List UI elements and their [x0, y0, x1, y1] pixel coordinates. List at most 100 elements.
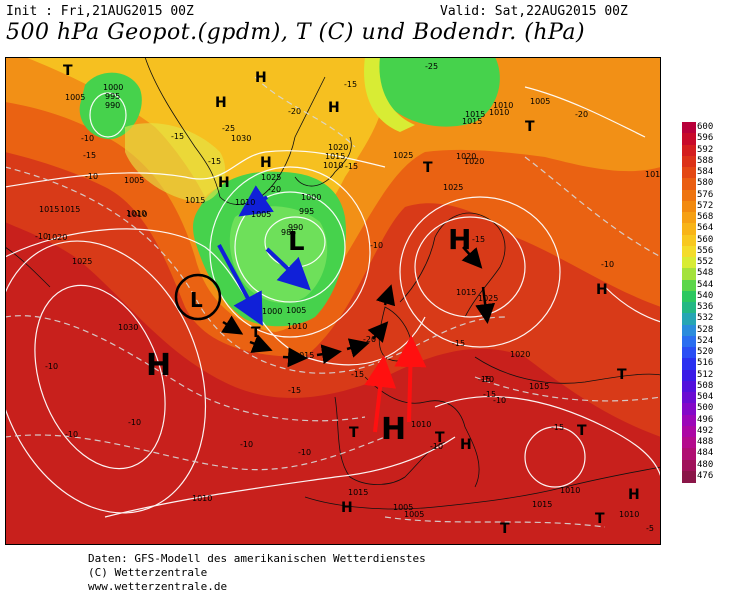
svg-text:-10: -10	[481, 375, 494, 384]
svg-text:1005: 1005	[404, 510, 424, 519]
scale-label: 576	[697, 189, 714, 200]
scale-label: 480	[697, 459, 714, 470]
svg-text:1000: 1000	[301, 193, 321, 202]
svg-text:1005: 1005	[393, 503, 413, 512]
svg-text:1010: 1010	[493, 101, 513, 110]
svg-text:1000: 1000	[262, 307, 282, 316]
scale-swatch	[682, 122, 696, 134]
init-time: Init : Fri,21AUG2015 00Z	[6, 4, 194, 19]
svg-text:H: H	[341, 500, 353, 516]
scale-swatch	[682, 290, 696, 303]
footer-source: Daten: GFS-Modell des amerikanischen Wet…	[88, 552, 426, 565]
svg-text:1025: 1025	[393, 151, 413, 160]
coastlines	[5, 57, 661, 510]
svg-text:1020: 1020	[328, 143, 348, 152]
svg-text:1020: 1020	[47, 233, 67, 242]
scale-label: 508	[697, 380, 714, 391]
pressure-labels: 1005 1000 995 990 1030 1025 1020 1015 10…	[39, 83, 661, 519]
svg-text:1025: 1025	[443, 183, 463, 192]
svg-text:1010: 1010	[560, 486, 580, 495]
scale-label: 572	[697, 200, 714, 211]
svg-text:-10: -10	[128, 418, 141, 427]
svg-text:-25: -25	[425, 62, 438, 71]
svg-text:-10: -10	[85, 172, 98, 181]
nw-low-green	[79, 72, 142, 140]
scale-swatch	[682, 223, 696, 235]
svg-text:1030: 1030	[118, 323, 138, 332]
svg-text:-20: -20	[268, 185, 281, 194]
scale-label: 528	[697, 324, 714, 335]
svg-text:T: T	[595, 511, 605, 527]
valid-time: Valid: Sat,22AUG2015 00Z	[440, 4, 628, 19]
scale-label: 516	[697, 358, 714, 369]
scale-label: 484	[697, 448, 714, 459]
scale-label: 580	[697, 178, 714, 189]
svg-text:1020: 1020	[456, 152, 476, 161]
scale-label: 552	[697, 257, 714, 267]
scale-swatch	[682, 144, 696, 157]
svg-text:-15: -15	[208, 157, 221, 166]
scale-swatch	[682, 347, 696, 359]
scale-swatch	[682, 437, 696, 449]
svg-text:985: 985	[281, 228, 296, 237]
scale-label: 540	[697, 290, 714, 301]
low-marker: L	[288, 227, 305, 257]
svg-text:990: 990	[105, 101, 120, 110]
scale-swatch	[682, 470, 696, 483]
scale-swatch	[682, 302, 696, 314]
svg-text:-15: -15	[551, 423, 564, 432]
scale-swatch	[682, 459, 696, 472]
big-markers: H H H L L	[146, 223, 471, 447]
svg-text:1015: 1015	[529, 382, 549, 391]
scale-label: 520	[697, 347, 714, 357]
scale-label: 496	[697, 414, 714, 425]
map-frame	[5, 57, 661, 545]
svg-text:-10: -10	[370, 241, 383, 250]
svg-text:1010: 1010	[127, 210, 147, 219]
svg-text:T: T	[577, 423, 587, 439]
svg-text:-15: -15	[345, 162, 358, 171]
svg-text:-5: -5	[646, 524, 654, 533]
ne-green-yellow	[364, 57, 415, 132]
scale-swatch	[682, 324, 696, 337]
svg-text:1005: 1005	[65, 93, 85, 102]
scale-label: 584	[697, 167, 714, 177]
svg-text:T: T	[617, 367, 627, 383]
svg-text:1015: 1015	[39, 205, 59, 214]
scale-swatch	[682, 414, 696, 427]
svg-text:1010: 1010	[235, 198, 255, 207]
scale-label: 512	[697, 369, 714, 380]
scale-swatch	[682, 133, 696, 145]
scale-swatch	[682, 279, 696, 292]
scale-label: 504	[697, 392, 714, 402]
svg-text:990: 990	[288, 223, 303, 232]
svg-text:-15: -15	[472, 235, 485, 244]
svg-text:1010: 1010	[619, 510, 639, 519]
svg-text:1010: 1010	[645, 170, 661, 179]
scale-swatch	[682, 358, 696, 370]
svg-text:T: T	[251, 325, 261, 341]
isotherms	[5, 76, 661, 528]
svg-text:-20: -20	[575, 110, 588, 119]
footer-website[interactable]: www.wetterzentrale.de	[88, 580, 228, 593]
scale-swatch	[682, 200, 696, 213]
svg-text:H: H	[218, 175, 230, 191]
svg-text:1015: 1015	[348, 488, 368, 497]
svg-text:1015: 1015	[325, 152, 345, 161]
svg-text:H: H	[628, 487, 640, 503]
low-marker: L	[190, 288, 203, 312]
svg-text:H: H	[460, 437, 472, 453]
svg-text:-15: -15	[483, 390, 496, 399]
scale-swatch	[682, 380, 696, 393]
scale-swatch	[682, 189, 696, 202]
scale-swatch	[682, 403, 696, 415]
svg-text:1015: 1015	[462, 117, 482, 126]
svg-text:T: T	[435, 430, 445, 446]
svg-text:-15: -15	[478, 375, 491, 384]
svg-text:-10: -10	[65, 430, 78, 439]
scale-swatch	[682, 335, 696, 348]
scale-swatch	[682, 369, 696, 382]
scale-label: 488	[697, 437, 714, 447]
svg-text:-15: -15	[351, 370, 364, 379]
svg-text:1015: 1015	[532, 500, 552, 509]
